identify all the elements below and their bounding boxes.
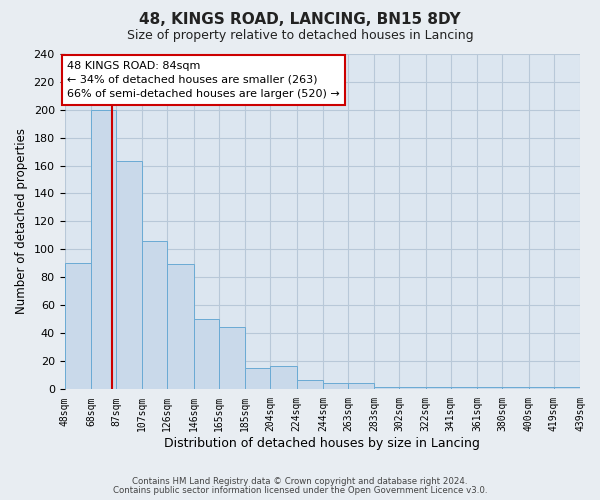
Bar [502, 387, 529, 388]
Bar [116, 162, 142, 388]
Bar [554, 387, 580, 388]
Bar [400, 387, 426, 388]
Y-axis label: Number of detached properties: Number of detached properties [15, 128, 28, 314]
Bar [91, 110, 116, 388]
Bar [374, 387, 400, 388]
Bar [167, 264, 194, 388]
Bar [296, 380, 323, 388]
Text: Size of property relative to detached houses in Lancing: Size of property relative to detached ho… [127, 29, 473, 42]
X-axis label: Distribution of detached houses by size in Lancing: Distribution of detached houses by size … [164, 437, 480, 450]
Bar [348, 383, 374, 388]
Bar [245, 368, 270, 388]
Bar [270, 366, 296, 388]
Text: Contains public sector information licensed under the Open Government Licence v3: Contains public sector information licen… [113, 486, 487, 495]
Bar [219, 327, 245, 388]
Text: Contains HM Land Registry data © Crown copyright and database right 2024.: Contains HM Land Registry data © Crown c… [132, 477, 468, 486]
Text: 48 KINGS ROAD: 84sqm
← 34% of detached houses are smaller (263)
66% of semi-deta: 48 KINGS ROAD: 84sqm ← 34% of detached h… [67, 61, 340, 99]
Bar [477, 387, 502, 388]
Bar [426, 387, 451, 388]
Bar [529, 387, 554, 388]
Bar [65, 263, 91, 388]
Bar [323, 383, 348, 388]
Bar [451, 387, 477, 388]
Text: 48, KINGS ROAD, LANCING, BN15 8DY: 48, KINGS ROAD, LANCING, BN15 8DY [139, 12, 461, 28]
Bar [142, 241, 167, 388]
Bar [194, 319, 219, 388]
